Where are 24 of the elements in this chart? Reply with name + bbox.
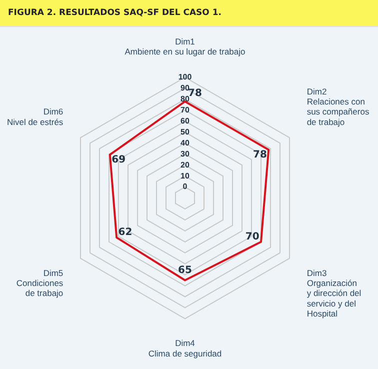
spoke-label: Dim4 Clima de seguridad [148, 338, 222, 358]
data-label: 69 [112, 154, 126, 166]
y-tick-label: 90 [180, 83, 190, 92]
data-label: 78 [252, 149, 267, 160]
data-label: 70 [245, 231, 260, 242]
data-label: 78 [188, 88, 202, 100]
chart-title: FIGURA 2. RESULTADOS SAQ-SF DEL CASO 1. [0, 0, 378, 27]
y-tick-label: 80 [180, 94, 190, 104]
spoke-label: Dim1 Ambiente en su lugar de trabajo [124, 36, 246, 57]
data-label: 62 [118, 227, 132, 238]
y-tick-label: 0 [182, 182, 188, 192]
y-tick-label: 100 [178, 72, 192, 82]
data-label: 65 [178, 264, 192, 276]
y-tick-label: 10 [180, 171, 190, 180]
y-tick-label: 70 [180, 105, 190, 114]
spoke-label: Dim2 Relaciones con sus compañeros de trabajo [306, 86, 370, 127]
y-tick-label: 40 [180, 138, 190, 148]
y-tick-label: 20 [180, 160, 190, 170]
y-tick-label: 30 [180, 149, 190, 158]
spoke-label: Dim3 Organización y dirección del servicio y del Hospital [306, 268, 362, 319]
y-tick-label: 50 [180, 127, 190, 136]
spoke-label: Dim6 Nivel de estrés [6, 106, 64, 127]
spoke-label: Dim5 Condiciones de trabajo [16, 268, 64, 298]
y-tick-label: 60 [180, 116, 190, 126]
